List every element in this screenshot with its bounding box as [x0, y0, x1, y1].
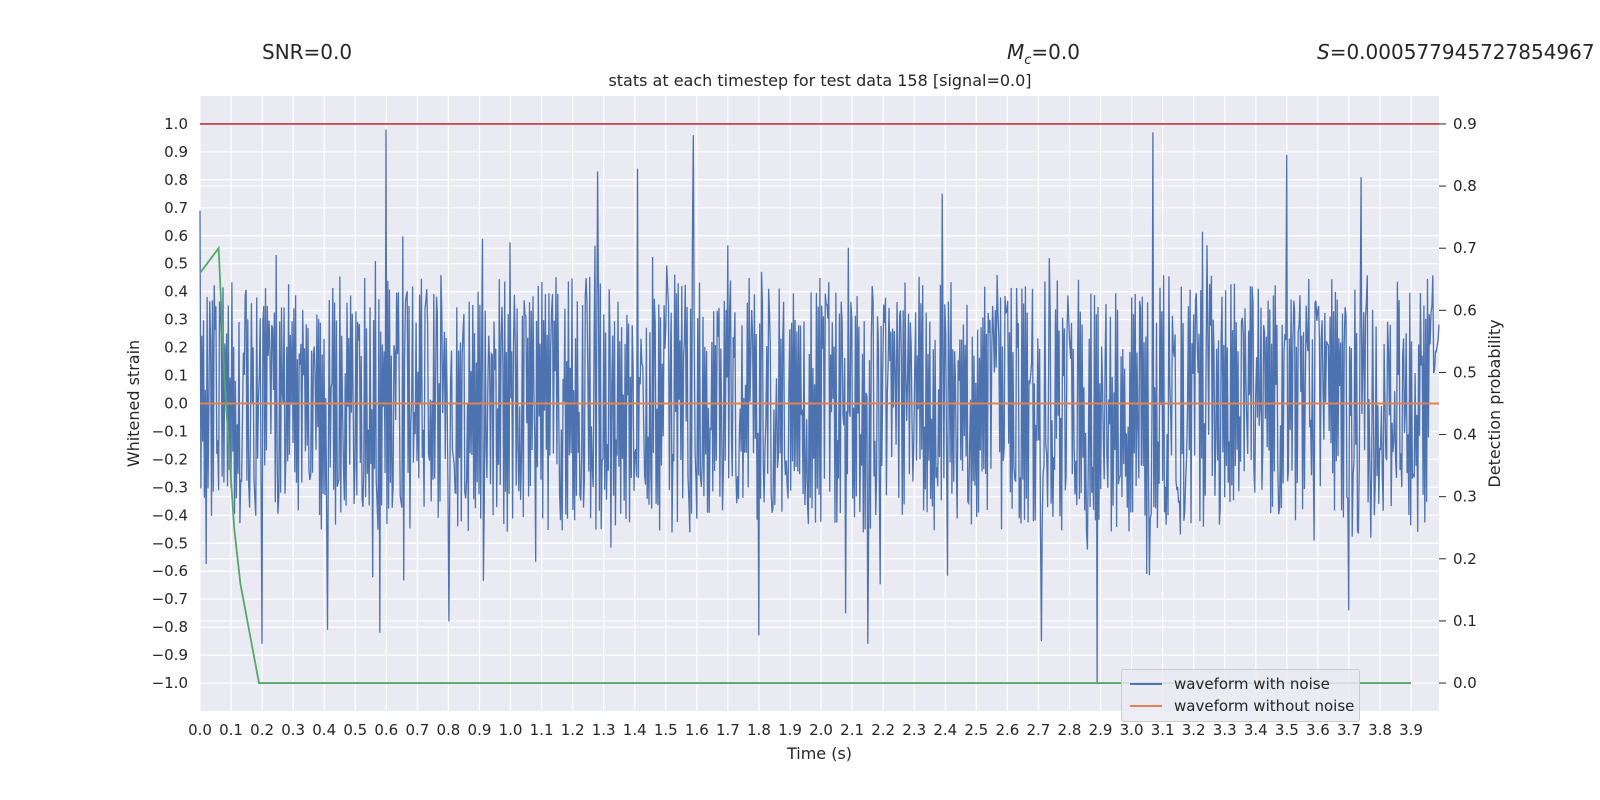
y-tick-label: 0.7 [164, 199, 188, 217]
x-tick-label: 0.2 [250, 721, 274, 739]
x-tick-label: 1.2 [561, 721, 585, 739]
series-waveform-with-noise [199, 129, 1440, 684]
y-tick-label: −1.0 [152, 674, 188, 692]
y2-tick-label: 0.7 [1453, 239, 1477, 257]
x-tick-label: 2.5 [964, 721, 988, 739]
plot-lines [199, 123, 1440, 684]
y-tick-label: 0.0 [164, 395, 188, 413]
x-tick-label: 1.4 [623, 721, 647, 739]
x-tick-label: 1.3 [592, 721, 616, 739]
x-tick-label: 0.0 [188, 721, 212, 739]
y2-tick-label: 0.0 [1453, 674, 1477, 692]
x-tick-label: 3.4 [1244, 721, 1268, 739]
x-tick-label: 0.8 [436, 721, 460, 739]
x-axis: 0.0 0.1 0.2 0.3 0.4 0.5 0.6 0.7 0.8 0.9 1.0 1.1 1.2 1… [188, 721, 1423, 739]
y-tick-label: −0.9 [152, 646, 188, 664]
y2-axis-label: Detection probability [1485, 319, 1504, 487]
y-tick-label: −0.6 [152, 562, 188, 580]
snr-label: SNR=0.0 [262, 40, 353, 64]
y-tick-label: 0.1 [164, 367, 188, 385]
x-tick-label: 1.1 [530, 721, 554, 739]
x-tick-label: 3.9 [1399, 721, 1423, 739]
mc-value: =0.0 [1031, 40, 1080, 64]
y2-tick-label: 0.8 [1453, 177, 1477, 195]
y2-tick-label: 0.1 [1453, 612, 1477, 630]
x-tick-label: 1.8 [747, 721, 771, 739]
x-axis-label: Time (s) [786, 744, 852, 763]
y2-tick-label: 0.6 [1453, 301, 1477, 319]
x-tick-label: 1.0 [499, 721, 523, 739]
x-tick-label: 3.3 [1213, 721, 1237, 739]
score-label: S=0.000577945727854967 [1317, 40, 1595, 64]
x-tick-label: 2.1 [840, 721, 864, 739]
legend: waveform with noise waveform without noi… [1121, 669, 1360, 722]
x-tick-label: 0.1 [219, 721, 243, 739]
legend-label-clean: waveform without noise [1174, 697, 1355, 715]
x-tick-label: 2.2 [871, 721, 895, 739]
legend-item-noise: waveform with noise [1130, 674, 1330, 694]
legend-label-noise: waveform with noise [1174, 675, 1330, 693]
y-tick-label: 0.2 [164, 339, 188, 357]
series-detection-probability [199, 245, 1412, 684]
y-tick-label: 1.0 [164, 115, 188, 133]
y-tick-label: −0.7 [152, 590, 188, 608]
x-tick-label: 3.8 [1368, 721, 1392, 739]
x-tick-label: 3.7 [1337, 721, 1361, 739]
x-tick-label: 2.4 [933, 721, 957, 739]
y-tick-label: 0.5 [164, 255, 188, 273]
y-tick-label: −0.5 [152, 534, 188, 552]
x-tick-label: 0.6 [374, 721, 398, 739]
x-tick-label: 0.7 [405, 721, 429, 739]
y-tick-label: −0.2 [152, 450, 188, 468]
x-tick-label: 2.3 [902, 721, 926, 739]
chart-title: stats at each timestep for test data 158… [608, 71, 1032, 90]
y-tick-label: −0.1 [152, 422, 188, 440]
mc-subscript: c [1024, 53, 1032, 68]
y2-tick-label: 0.9 [1453, 115, 1477, 133]
x-tick-label: 2.0 [809, 721, 833, 739]
x-tick-label: 2.9 [1089, 721, 1113, 739]
y-tick-label: −0.8 [152, 618, 188, 636]
x-tick-label: 1.6 [685, 721, 709, 739]
x-tick-label: 0.3 [281, 721, 305, 739]
y-axis-label: Whitened strain [124, 340, 143, 467]
y2-tick-label: 0.3 [1453, 488, 1477, 506]
x-tick-label: 3.0 [1120, 721, 1144, 739]
legend-swatch-clean [1130, 705, 1162, 707]
y2-tick-label: 0.4 [1453, 426, 1477, 444]
y-axis: 1.0 0.9 0.8 0.7 0.6 0.5 0.4 0.3 0.2 0.1 0.0 −0.1 −0.… [152, 115, 188, 692]
y2-tick-label: 0.2 [1453, 550, 1477, 568]
y-tick-label: 0.6 [164, 227, 188, 245]
y2-tick-label: 0.5 [1453, 363, 1477, 381]
y-tick-label: −0.3 [152, 478, 188, 496]
y-tick-label: 0.8 [164, 171, 188, 189]
y-tick-label: −0.4 [152, 506, 188, 524]
x-tick-label: 0.9 [468, 721, 492, 739]
x-tick-label: 3.5 [1275, 721, 1299, 739]
mc-symbol: M [1007, 40, 1025, 64]
s-value: =0.000577945727854967 [1329, 40, 1595, 64]
x-tick-label: 1.5 [654, 721, 678, 739]
x-tick-label: 3.6 [1306, 721, 1330, 739]
y-tick-label: 0.3 [164, 311, 188, 329]
x-tick-label: 2.6 [995, 721, 1019, 739]
legend-item-clean: waveform without noise [1130, 696, 1354, 716]
legend-swatch-noise [1130, 683, 1162, 685]
x-tick-label: 1.7 [716, 721, 740, 739]
y-tick-label: 0.4 [164, 283, 188, 301]
s-symbol: S [1317, 40, 1330, 64]
y-tick-label: 0.9 [164, 143, 188, 161]
chirp-mass-label: Mc=0.0 [1007, 40, 1080, 68]
y2-axis: 0.9 0.8 0.7 0.6 0.5 0.4 0.3 0.2 0.1 0.0 [1439, 115, 1477, 692]
x-tick-label: 3.1 [1151, 721, 1175, 739]
x-tick-label: 3.2 [1182, 721, 1206, 739]
x-tick-label: 1.9 [778, 721, 802, 739]
x-tick-label: 2.8 [1058, 721, 1082, 739]
x-tick-label: 0.4 [312, 721, 336, 739]
x-tick-label: 2.7 [1026, 721, 1050, 739]
x-tick-label: 0.5 [343, 721, 367, 739]
